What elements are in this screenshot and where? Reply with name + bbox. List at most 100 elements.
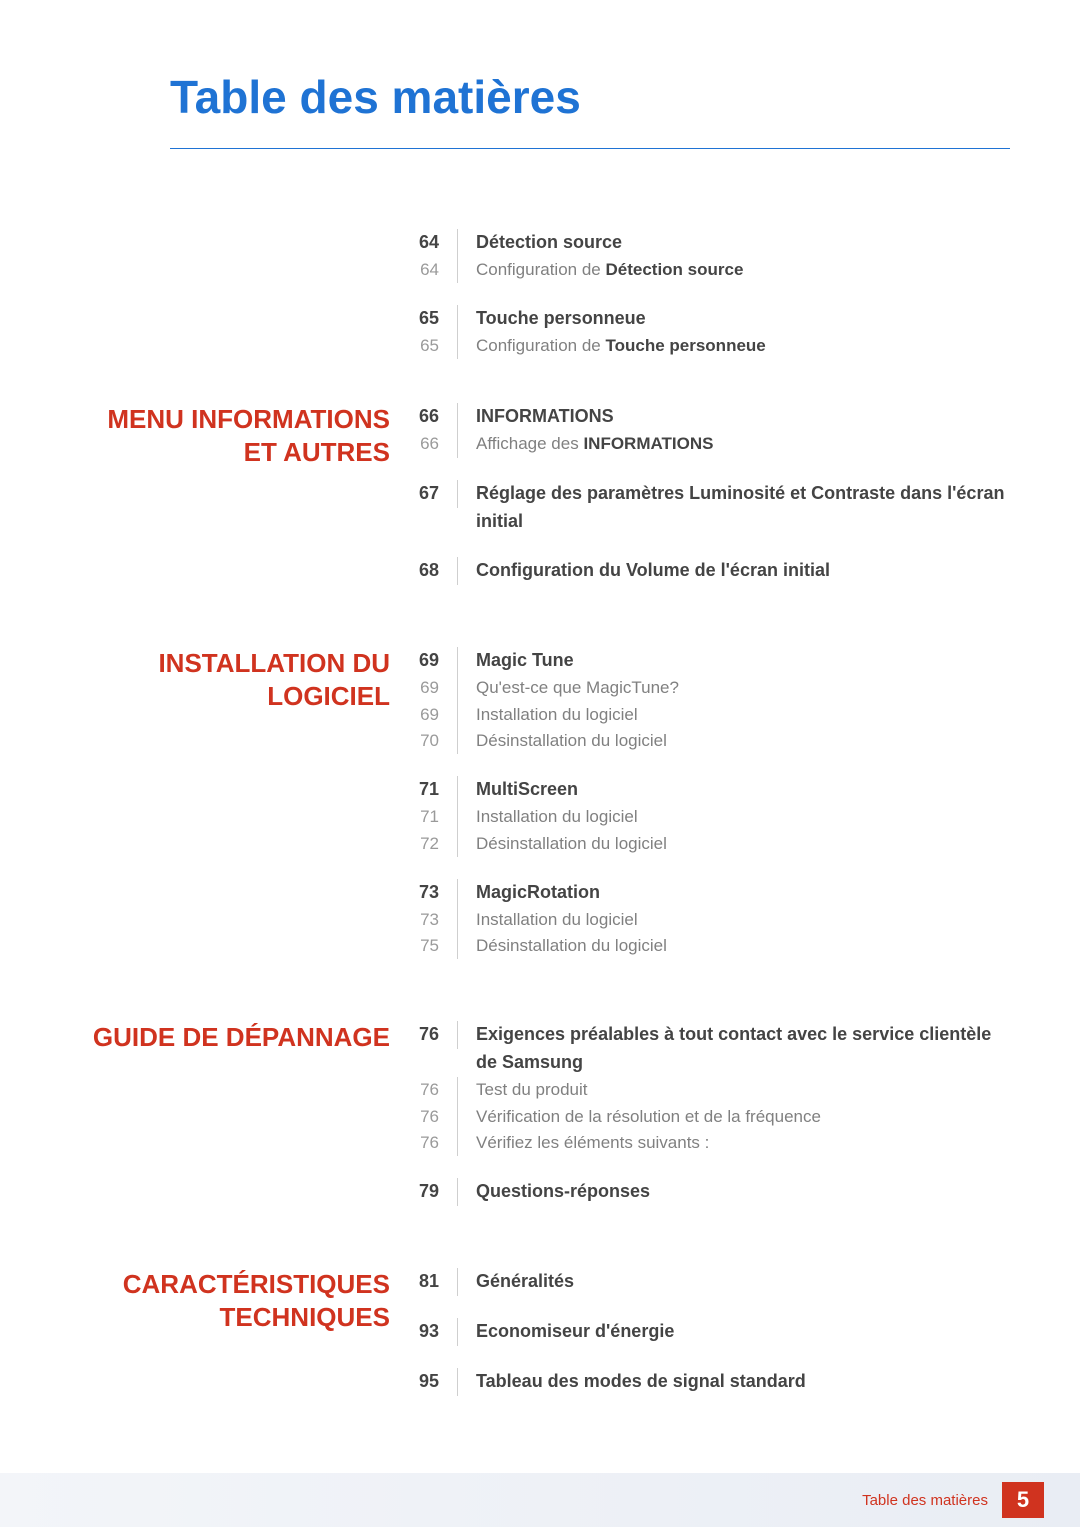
toc-heading-text: Magic Tune xyxy=(458,647,1010,675)
toc-page-number: 95 xyxy=(410,1368,458,1396)
entry-group: 65Touche personneue65Configuration de To… xyxy=(410,305,1010,359)
toc-sub-row[interactable]: 66Affichage des INFORMATIONS xyxy=(410,431,1010,457)
section-entries: 66INFORMATIONS66Affichage des INFORMATIO… xyxy=(410,403,1010,607)
toc-heading-row[interactable]: 93Economiseur d'énergie xyxy=(410,1318,1010,1346)
toc-sub-text: Affichage des INFORMATIONS xyxy=(458,431,1010,457)
section-gap xyxy=(70,381,1010,403)
section-gap xyxy=(70,1418,1010,1458)
toc-sub-text: Configuration de Touche personneue xyxy=(458,333,1010,359)
section-label: INSTALLATION DU LOGICIEL xyxy=(70,647,410,712)
toc-sub-text: Qu'est-ce que MagicTune? xyxy=(458,675,1010,701)
toc-page-number: 65 xyxy=(410,305,458,333)
toc-page-number: 72 xyxy=(410,831,458,857)
toc-page-number: 69 xyxy=(410,675,458,701)
toc-page-number: 65 xyxy=(410,333,458,359)
toc-page-number: 73 xyxy=(410,907,458,933)
toc-heading-row[interactable]: 76Exigences préalables à tout contact av… xyxy=(410,1021,1010,1077)
toc-heading-row[interactable]: 64Détection source xyxy=(410,229,1010,257)
section-entries: 69Magic Tune69Qu'est-ce que MagicTune?69… xyxy=(410,647,1010,981)
toc-section: GUIDE DE DÉPANNAGE76Exigences préalables… xyxy=(70,1021,1010,1228)
entry-group: 95Tableau des modes de signal standard xyxy=(410,1368,1010,1396)
toc-page-number: 79 xyxy=(410,1178,458,1206)
toc-page-number: 71 xyxy=(410,776,458,804)
entry-group: 81Généralités xyxy=(410,1268,1010,1296)
toc-heading-row[interactable]: 73MagicRotation xyxy=(410,879,1010,907)
page-title: Table des matières xyxy=(170,70,1010,149)
toc-page-number: 76 xyxy=(410,1130,458,1156)
section-entries: 76Exigences préalables à tout contact av… xyxy=(410,1021,1010,1228)
toc-page-number: 93 xyxy=(410,1318,458,1346)
toc-sub-row[interactable]: 64Configuration de Détection source xyxy=(410,257,1010,283)
toc-sub-text: Désinstallation du logiciel xyxy=(458,831,1010,857)
footer-page-number: 5 xyxy=(1002,1482,1044,1518)
toc-sub-row[interactable]: 71Installation du logiciel xyxy=(410,804,1010,830)
toc-heading-text: Réglage des paramètres Luminosité et Con… xyxy=(458,480,1010,536)
toc-sub-bold: Détection source xyxy=(605,260,743,279)
toc-sub-text: Installation du logiciel xyxy=(458,804,1010,830)
toc-sub-text: Vérifiez les éléments suivants : xyxy=(458,1130,1010,1156)
toc-heading-text: INFORMATIONS xyxy=(458,403,1010,431)
toc-heading-text: Economiseur d'énergie xyxy=(458,1318,1010,1346)
toc-section: INSTALLATION DU LOGICIEL69Magic Tune69Qu… xyxy=(70,647,1010,981)
entry-group: 66INFORMATIONS66Affichage des INFORMATIO… xyxy=(410,403,1010,457)
entry-group: 71MultiScreen71Installation du logiciel7… xyxy=(410,776,1010,857)
toc-heading-text: MultiScreen xyxy=(458,776,1010,804)
toc-heading-row[interactable]: 65Touche personneue xyxy=(410,305,1010,333)
section-label: CARACTÉRISTIQUES TECHNIQUES xyxy=(70,1268,410,1333)
toc-page-number: 76 xyxy=(410,1077,458,1103)
section-gap xyxy=(70,1228,1010,1268)
toc-heading-text: Tableau des modes de signal standard xyxy=(458,1368,1010,1396)
toc-page-number: 67 xyxy=(410,480,458,508)
toc-heading-row[interactable]: 95Tableau des modes de signal standard xyxy=(410,1368,1010,1396)
toc-page-number: 66 xyxy=(410,431,458,457)
toc-heading-row[interactable]: 67Réglage des paramètres Luminosité et C… xyxy=(410,480,1010,536)
toc-sub-row[interactable]: 72Désinstallation du logiciel xyxy=(410,831,1010,857)
entry-group: 73MagicRotation73Installation du logicie… xyxy=(410,879,1010,960)
toc-heading-text: Questions-réponses xyxy=(458,1178,1010,1206)
toc-sub-row[interactable]: 69Installation du logiciel xyxy=(410,702,1010,728)
toc-sub-row[interactable]: 73Installation du logiciel xyxy=(410,907,1010,933)
toc-sub-row[interactable]: 70Désinstallation du logiciel xyxy=(410,728,1010,754)
section-gap xyxy=(70,607,1010,647)
toc-heading-row[interactable]: 81Généralités xyxy=(410,1268,1010,1296)
entry-group: 69Magic Tune69Qu'est-ce que MagicTune?69… xyxy=(410,647,1010,754)
section-gap xyxy=(70,981,1010,1021)
toc-heading-text: Touche personneue xyxy=(458,305,1010,333)
toc-page-number: 71 xyxy=(410,804,458,830)
toc-section: CARACTÉRISTIQUES TECHNIQUES81Généralités… xyxy=(70,1268,1010,1418)
toc-sub-row[interactable]: 76Test du produit xyxy=(410,1077,1010,1103)
toc-heading-text: Détection source xyxy=(458,229,1010,257)
toc-page-number: 75 xyxy=(410,933,458,959)
toc-heading-row[interactable]: 79Questions-réponses xyxy=(410,1178,1010,1206)
section-label: GUIDE DE DÉPANNAGE xyxy=(70,1021,410,1054)
toc-sub-row[interactable]: 76Vérification de la résolution et de la… xyxy=(410,1104,1010,1130)
toc-heading-row[interactable]: 69Magic Tune xyxy=(410,647,1010,675)
toc-page-number: 76 xyxy=(410,1021,458,1049)
page: Table des matières 64Détection source64C… xyxy=(0,0,1080,1527)
toc-page-number: 64 xyxy=(410,257,458,283)
toc-sub-text: Désinstallation du logiciel xyxy=(458,728,1010,754)
toc-sub-text: Installation du logiciel xyxy=(458,702,1010,728)
toc-sub-bold: Touche personneue xyxy=(605,336,765,355)
toc-page-number: 69 xyxy=(410,647,458,675)
toc-page-number: 81 xyxy=(410,1268,458,1296)
toc-heading-row[interactable]: 66INFORMATIONS xyxy=(410,403,1010,431)
toc-sub-row[interactable]: 76Vérifiez les éléments suivants : xyxy=(410,1130,1010,1156)
entry-group: 79Questions-réponses xyxy=(410,1178,1010,1206)
toc-heading-text: Généralités xyxy=(458,1268,1010,1296)
toc-sub-row[interactable]: 65Configuration de Touche personneue xyxy=(410,333,1010,359)
toc-sub-text: Test du produit xyxy=(458,1077,1010,1103)
toc-page-number: 76 xyxy=(410,1104,458,1130)
toc-sub-row[interactable]: 69Qu'est-ce que MagicTune? xyxy=(410,675,1010,701)
footer: Table des matières 5 xyxy=(0,1473,1080,1527)
toc-sub-text: Configuration de Détection source xyxy=(458,257,1010,283)
toc-sub-text: Vérification de la résolution et de la f… xyxy=(458,1104,1010,1130)
toc-page-number: 69 xyxy=(410,702,458,728)
toc-sub-text: Désinstallation du logiciel xyxy=(458,933,1010,959)
toc-heading-row[interactable]: 68Configuration du Volume de l'écran ini… xyxy=(410,557,1010,585)
entry-group: 68Configuration du Volume de l'écran ini… xyxy=(410,557,1010,585)
toc-heading-row[interactable]: 71MultiScreen xyxy=(410,776,1010,804)
toc-sub-row[interactable]: 75Désinstallation du logiciel xyxy=(410,933,1010,959)
toc-page-number: 68 xyxy=(410,557,458,585)
section-entries: 81Généralités93Economiseur d'énergie95Ta… xyxy=(410,1268,1010,1418)
